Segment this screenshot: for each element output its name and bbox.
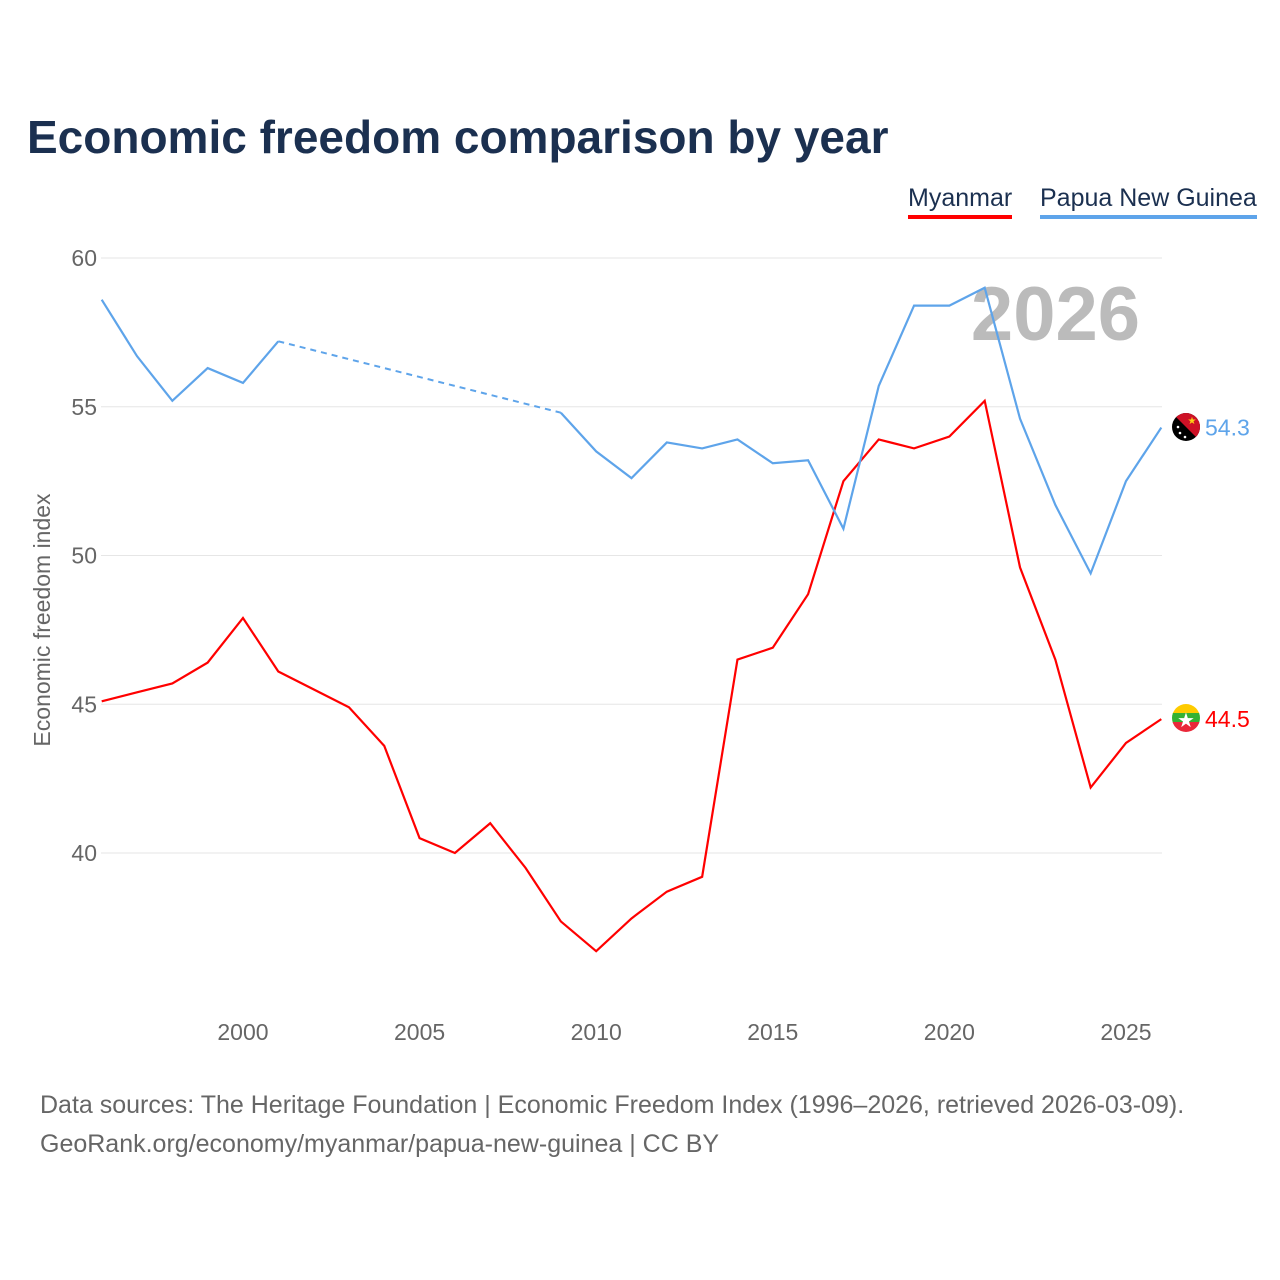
- chart-title: Economic freedom comparison by year: [27, 111, 889, 163]
- y-tick-label: 55: [71, 394, 97, 420]
- svg-text:★: ★: [1188, 416, 1197, 427]
- svg-text:★: ★: [1177, 710, 1195, 732]
- flag-papua-new-guinea-icon: ★: [1172, 413, 1200, 441]
- series-line-papua-new-guinea: [560, 286, 1163, 577]
- year-watermark: 2026: [971, 272, 1140, 357]
- source-line-1: Data sources: The Heritage Foundation | …: [40, 1091, 1185, 1119]
- end-value-label: 54.3: [1205, 415, 1250, 441]
- y-tick-label: 45: [71, 691, 97, 717]
- flag-myanmar-icon: ★: [1172, 704, 1200, 732]
- y-tick-label: 40: [71, 840, 97, 866]
- x-tick-label: 2005: [394, 1019, 445, 1045]
- series-line-myanmar: [101, 398, 1162, 953]
- source-note: Data sources: The Heritage Foundation | …: [40, 1086, 1184, 1164]
- x-tick-label: 2020: [924, 1019, 975, 1045]
- legend-papua-new-guinea[interactable]: Papua New Guinea: [1040, 184, 1257, 219]
- y-axis-label: Economic freedom index: [29, 493, 55, 747]
- x-tick-label: 2025: [1100, 1019, 1151, 1045]
- x-tick-label: 2000: [217, 1019, 268, 1045]
- x-tick-label: 2010: [571, 1019, 622, 1045]
- end-value-label: 44.5: [1205, 706, 1250, 732]
- y-tick-label: 50: [71, 543, 97, 569]
- y-tick-label: 60: [71, 245, 97, 271]
- x-tick-label: 2015: [747, 1019, 798, 1045]
- series-line-papua-new-guinea: [100, 299, 280, 403]
- legend-myanmar[interactable]: Myanmar: [908, 184, 1013, 219]
- source-link[interactable]: GeoRank.org/economy/myanmar/papua-new-gu…: [40, 1130, 720, 1158]
- series-gap-line: [278, 340, 562, 414]
